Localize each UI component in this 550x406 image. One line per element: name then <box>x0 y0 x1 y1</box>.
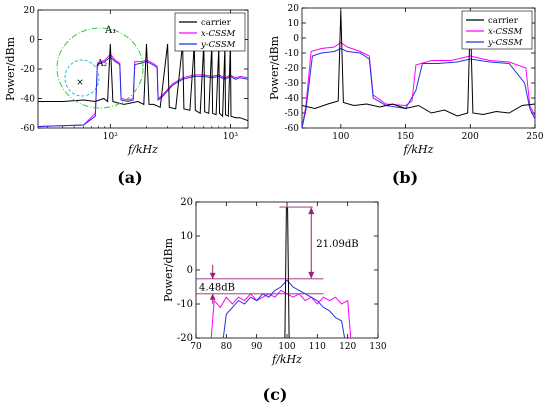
annotation-arrowhead-21-down <box>308 271 315 279</box>
legend-label: x-CSSM <box>488 27 523 37</box>
series-line-y-CSSM <box>302 47 535 128</box>
y-tick-label: -50 <box>285 109 300 119</box>
annotation-21db: 21.09dB <box>316 239 358 250</box>
legend-label: carrier <box>488 16 519 26</box>
panel-b-label: (b) <box>392 168 418 187</box>
legend-label: x-CSSM <box>201 29 236 39</box>
y-tick-label: 20 <box>24 6 36 16</box>
y-tick-label: 0 <box>293 34 299 44</box>
x-tick-label: 100 <box>332 132 349 142</box>
x-tick-label: 80 <box>221 342 233 352</box>
y-tick-label: 0 <box>187 265 193 276</box>
annotation-a1-label: A₁ <box>104 25 116 36</box>
y-tick-label: 10 <box>288 19 300 29</box>
legend-label: carrier <box>201 18 232 28</box>
x-tick-label: 10³ <box>223 132 238 142</box>
y-tick-label: -40 <box>285 94 300 104</box>
y-tick-label: -20 <box>21 65 36 75</box>
annotation-a1-circle <box>56 27 144 109</box>
x-tick-label: 90 <box>251 342 263 352</box>
series-line-y-CSSM <box>222 279 346 338</box>
annotation-arrowhead-448-up <box>209 293 216 300</box>
series-line-y-CSSM <box>38 56 248 127</box>
y-tick-label: -40 <box>21 95 36 105</box>
y-tick-label: 10 <box>180 231 193 242</box>
annotation-448db: 4.48dB <box>199 282 235 293</box>
series-line-x-CSSM <box>210 289 352 338</box>
x-tick-label: 130 <box>369 342 386 352</box>
legend-box <box>461 10 533 50</box>
y-axis-label: Power/dBm <box>162 237 175 302</box>
panel-b: 100 150 200 250 -60 -50 -40 -30 -20 -10 0 10 20 f/kHz… <box>268 4 544 156</box>
panel-c-label: (c) <box>263 385 288 404</box>
annotation-a2-label: A₂ <box>96 59 107 69</box>
series-line-carrier <box>302 10 535 117</box>
x-tick-label: 200 <box>462 132 479 142</box>
x-tick-label: 150 <box>397 132 414 142</box>
y-tick-label: 0 <box>29 36 35 46</box>
x-axis-label: f/kHz <box>127 143 158 156</box>
legend-box <box>174 12 246 52</box>
y-axis-label: Power/dBm <box>268 35 281 100</box>
series-line-x-CSSM <box>38 53 248 127</box>
panel-a: 10² 10³ -60 -40 -20 0 20 f/kHz Power/dBm carrierx… <box>4 6 249 156</box>
y-tick-label: -60 <box>285 124 300 134</box>
annotation-arrowhead-448-down <box>209 272 216 279</box>
y-tick-label: -10 <box>285 49 300 59</box>
x-tick-label: 100 <box>278 342 295 352</box>
x-tick-label: 70 <box>190 342 202 352</box>
x-axis-label: f/kHz <box>271 353 302 366</box>
y-tick-label: -20 <box>285 64 300 74</box>
plot-area <box>195 201 379 339</box>
y-axis-label: Power/dBm <box>4 36 17 101</box>
x-axis-label: f/kHz <box>403 143 434 156</box>
x-tick-label: 120 <box>339 342 356 352</box>
y-tick-label: 20 <box>180 197 193 208</box>
y-tick-label: -60 <box>21 124 36 134</box>
annotation-a2-circle <box>64 59 100 97</box>
legend-label: y-CSSM <box>200 40 236 50</box>
y-tick-label: -30 <box>285 79 300 89</box>
y-tick-label: -20 <box>177 333 193 344</box>
panel-c: 70 80 90 100 110 120 130 -20 -10 0 10 20 f/kHz Power/… <box>162 197 387 366</box>
y-tick-label: -10 <box>177 299 193 310</box>
y-tick-label: 20 <box>288 4 300 14</box>
x-tick-label: 110 <box>309 342 326 352</box>
x-tick-label: 250 <box>526 132 543 142</box>
annotation-arrowhead-21-up <box>308 207 315 215</box>
x-tick-label: 10² <box>103 132 118 142</box>
legend-label: y-CSSM <box>487 38 523 48</box>
panel-a-label: (a) <box>117 168 143 187</box>
annotation-x-marker: × <box>76 78 84 88</box>
